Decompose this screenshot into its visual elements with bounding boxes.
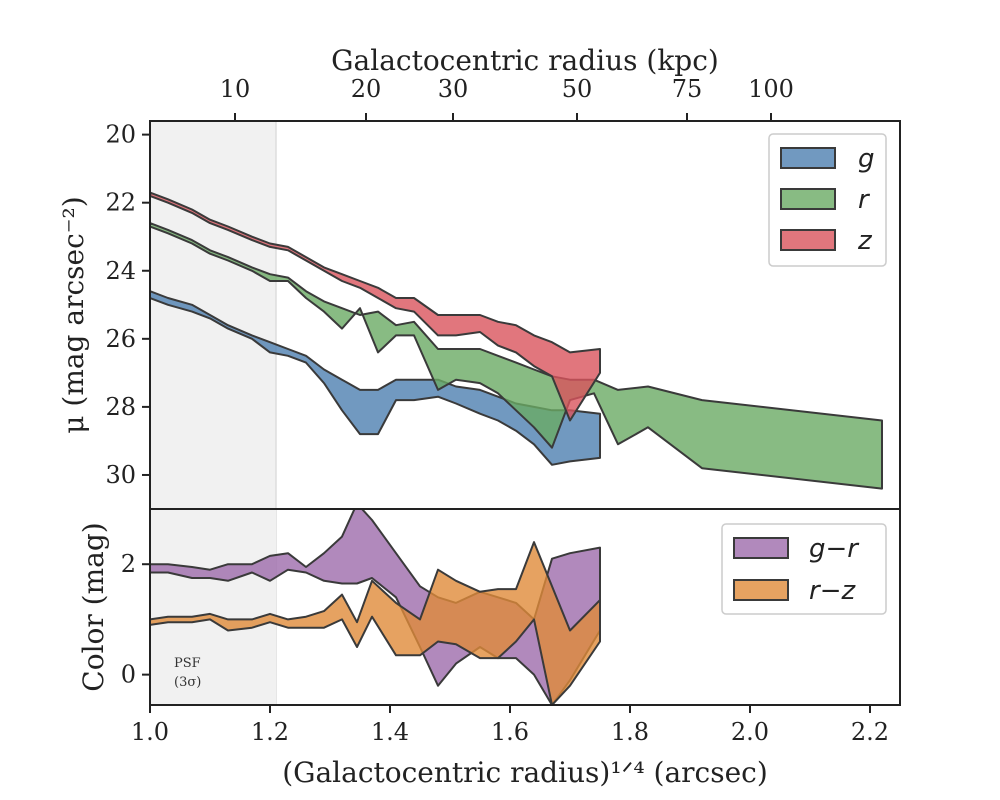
band-z <box>150 191 601 422</box>
top-axis-title: Galactocentric radius (kpc) <box>331 44 719 77</box>
x-tick-label: 2.2 <box>851 718 889 746</box>
band-r <box>150 222 883 490</box>
bottom-y-tick-label: 2 <box>121 550 136 578</box>
legends: grz g−r r−z <box>721 133 887 615</box>
x-tick-label: 1.2 <box>251 718 289 746</box>
psf-region-top <box>150 121 276 509</box>
legend-label-g: g <box>858 144 875 174</box>
psf-region-bottom <box>150 509 276 705</box>
x-tick-label: 2.0 <box>731 718 769 746</box>
axis-titles: Galactocentric radius (kpc) (Galactocent… <box>57 44 768 789</box>
bottom-y-tick-label: 0 <box>121 661 136 689</box>
top-y-tick-label: 22 <box>105 189 136 217</box>
top-y-axis-title: μ (mag arcsec⁻²) <box>57 196 90 433</box>
band-g <box>150 290 601 466</box>
legend-label-r−z: r−z <box>809 576 856 606</box>
top-tick-label: 75 <box>672 75 703 103</box>
legend-label-g−r: g−r <box>809 534 860 564</box>
legend-label-r: r <box>858 185 871 215</box>
top-y-tick-label: 28 <box>105 393 136 421</box>
top-panel <box>150 121 883 705</box>
top-y-tick-label: 26 <box>105 325 136 353</box>
bottom-y-axis-title: Color (mag) <box>77 522 110 691</box>
x-tick-label: 1.0 <box>131 718 169 746</box>
legend-swatch-g <box>780 147 836 169</box>
x-tick-label: 1.6 <box>491 718 529 746</box>
band-r−z <box>150 541 601 705</box>
legend-label-z: z <box>857 226 873 256</box>
top-y-tick-label: 20 <box>105 121 136 149</box>
bottom-panel: PSF (3σ) <box>150 509 601 705</box>
top-y-tick-label: 24 <box>105 257 136 285</box>
x-tick-label: 1.4 <box>371 718 409 746</box>
axes-frames <box>149 120 901 706</box>
bottom-panel-frame <box>149 508 901 706</box>
top-tick-label: 30 <box>438 75 469 103</box>
legend-swatch-z <box>780 229 836 251</box>
psf-label: PSF <box>174 656 201 671</box>
top-y-tick-label: 30 <box>105 461 136 489</box>
legend-swatch-r−z <box>733 579 789 601</box>
psf-sigma-label: (3σ) <box>174 675 201 690</box>
legend-swatch-r <box>780 188 836 210</box>
x-axis-title: (Galactocentric radius)¹ᐟ⁴ (arcsec) <box>282 756 768 789</box>
legend-swatch-g−r <box>733 537 789 559</box>
top-tick-label: 100 <box>748 75 794 103</box>
top-tick-label: 50 <box>562 75 593 103</box>
top-tick-label: 10 <box>220 75 251 103</box>
x-tick-label: 1.8 <box>611 718 649 746</box>
ticks: 1.0 1.2 1.4 1.6 1.8 2.0 2.210 20 30 50 75 100202224… <box>105 75 889 746</box>
top-tick-label: 20 <box>351 75 382 103</box>
